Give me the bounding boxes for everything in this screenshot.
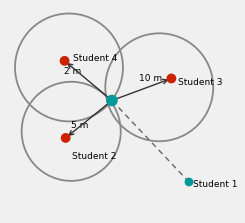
Text: Student 3: Student 3 bbox=[178, 78, 222, 87]
Point bbox=[64, 136, 68, 140]
Text: 5 m: 5 m bbox=[71, 121, 89, 130]
Text: Student 4: Student 4 bbox=[74, 54, 118, 63]
Point bbox=[170, 77, 173, 80]
Text: Student 2: Student 2 bbox=[72, 152, 117, 161]
Point bbox=[110, 99, 114, 102]
Text: 10 m: 10 m bbox=[139, 74, 163, 83]
Text: Student 1: Student 1 bbox=[193, 180, 238, 189]
Point bbox=[63, 59, 67, 63]
Text: 2 m: 2 m bbox=[64, 67, 81, 76]
Point bbox=[187, 180, 191, 184]
